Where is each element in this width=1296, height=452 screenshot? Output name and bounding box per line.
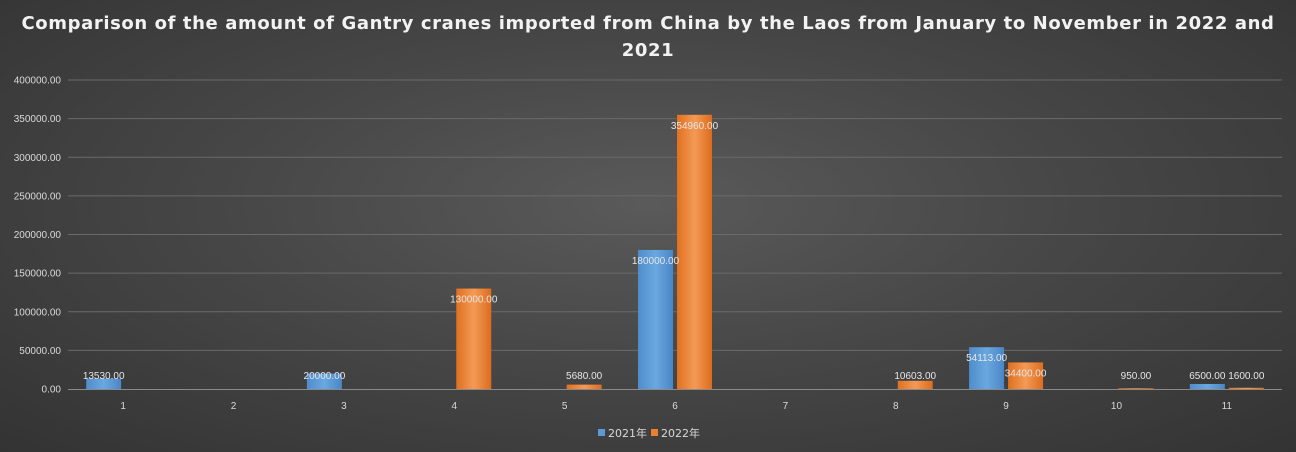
x-tick-label: 7	[783, 401, 789, 412]
x-tick-label: 4	[451, 401, 457, 412]
y-tick-label: 0.00	[42, 385, 62, 396]
legend-swatch	[651, 429, 658, 436]
data-label: 13530.00	[83, 371, 125, 382]
x-tick-label: 8	[893, 401, 899, 412]
x-tick-label: 6	[672, 401, 678, 412]
y-tick-label: 150000.00	[14, 269, 62, 280]
bar-2021	[638, 249, 673, 389]
data-label: 6500.00	[1189, 371, 1226, 382]
y-tick-label: 100000.00	[14, 307, 62, 318]
data-label: 1600.00	[1228, 371, 1265, 382]
x-tick-label: 11	[1222, 401, 1233, 412]
data-label: 354960.00	[671, 121, 719, 132]
data-label: 180000.00	[632, 256, 680, 267]
data-label: 5680.00	[566, 371, 603, 382]
x-tick-label: 5	[562, 401, 568, 412]
bar-2021	[86, 378, 122, 389]
y-tick-label: 400000.00	[14, 76, 62, 87]
gridlines	[68, 79, 1282, 351]
bars	[86, 114, 1264, 390]
x-tick-label: 2	[231, 401, 237, 412]
bar-2022	[1228, 387, 1264, 389]
legend-label: 2022年	[661, 426, 700, 440]
y-tick-label: 250000.00	[14, 191, 62, 202]
bar-2022	[566, 384, 602, 389]
legend: 2021年 2022年	[598, 426, 700, 440]
chart-title: Comparison of the amount of Gantry crane…	[21, 13, 1275, 61]
y-tick-label: 300000.00	[14, 153, 62, 164]
legend-swatch	[598, 429, 605, 436]
data-label: 20000.00	[304, 371, 346, 382]
y-tick-label: 50000.00	[19, 346, 61, 357]
bar-2022	[1118, 388, 1154, 390]
legend-label: 2021年	[608, 426, 647, 440]
data-label: 34400.00	[1005, 368, 1047, 379]
x-tick-label: 1	[120, 401, 126, 412]
bar-2022	[1008, 362, 1044, 389]
bar-2021	[1189, 383, 1225, 389]
data-label: 10603.00	[894, 371, 936, 382]
x-tick-label: 3	[341, 401, 347, 412]
data-label: 130000.00	[450, 295, 498, 306]
x-tick-label: 9	[1003, 401, 1009, 412]
bar-2022	[677, 114, 712, 390]
data-labels: 13530.00 20000.00 180000.00 54113.00 6500.00…	[83, 121, 1265, 382]
bar-2022	[456, 288, 492, 389]
bar-2021	[969, 347, 1005, 389]
x-tick-label: 10	[1111, 401, 1123, 412]
bar-2022	[897, 380, 933, 389]
data-label: 54113.00	[966, 353, 1007, 364]
bar-2021	[306, 373, 342, 389]
y-tick-label: 350000.00	[14, 114, 62, 125]
data-label: 950.00	[1121, 371, 1152, 382]
y-tick-label: 200000.00	[14, 230, 62, 241]
axes: 0.00 50000.00 100000.00 150000.00 200000.00 2…	[14, 76, 1282, 412]
